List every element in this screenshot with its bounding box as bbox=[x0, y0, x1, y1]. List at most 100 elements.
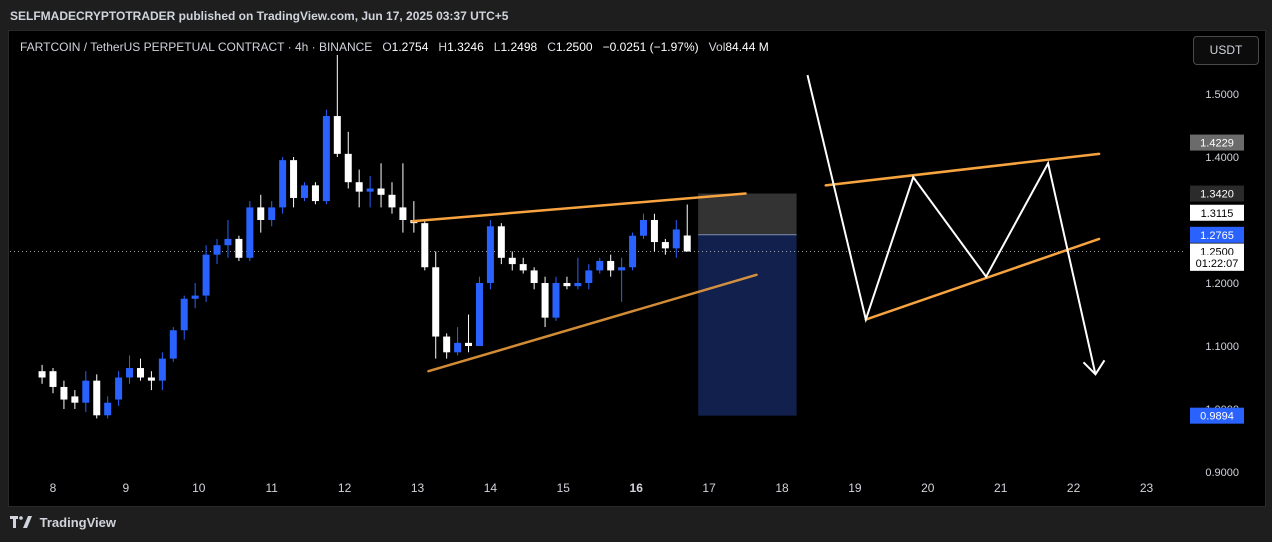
price-label: 1.2765 bbox=[1200, 230, 1234, 242]
candle-body bbox=[235, 238, 243, 258]
trendline-lower-wedge bbox=[427, 273, 758, 373]
x-tick-label: 10 bbox=[192, 481, 206, 495]
candle-body bbox=[650, 220, 658, 243]
symbol-legend: FARTCOIN / TetherUS PERPETUAL CONTRACT ·… bbox=[20, 40, 769, 54]
candle-body bbox=[191, 295, 199, 299]
projection-path bbox=[806, 74, 1097, 375]
x-tick-label: 11 bbox=[265, 481, 278, 495]
candle-body bbox=[104, 402, 112, 416]
candle-body bbox=[93, 380, 101, 416]
candle-body bbox=[519, 264, 527, 271]
publish-info: SELFMADECRYPTOTRADER published on Tradin… bbox=[10, 9, 509, 23]
price-label-box bbox=[1190, 204, 1244, 221]
candle-body bbox=[115, 377, 123, 400]
candle-body bbox=[661, 242, 669, 249]
price-label: 0.9894 bbox=[1200, 411, 1234, 423]
price-label: 1.3115 bbox=[1201, 208, 1234, 220]
candle-body bbox=[322, 116, 330, 202]
candle-body bbox=[683, 235, 691, 252]
y-tick-label: 1.2000 bbox=[1205, 278, 1239, 290]
candle-body bbox=[169, 330, 177, 359]
x-tick-label: 20 bbox=[921, 481, 935, 495]
close-label: C bbox=[547, 40, 556, 54]
x-tick-label: 15 bbox=[557, 481, 571, 495]
candle-body bbox=[344, 153, 352, 183]
candle-body bbox=[563, 283, 571, 287]
take-profit-zone bbox=[698, 234, 797, 416]
candle-body bbox=[366, 188, 374, 192]
candle-body bbox=[443, 336, 451, 353]
candle-body bbox=[541, 283, 549, 318]
open-label: O bbox=[382, 40, 392, 54]
candle-body bbox=[552, 283, 560, 318]
x-tick-label: 23 bbox=[1140, 481, 1154, 495]
projection-arrowhead bbox=[1082, 359, 1106, 376]
candle-body bbox=[202, 254, 210, 296]
price-label-box bbox=[1190, 254, 1244, 271]
candle-body bbox=[377, 188, 385, 195]
candle-body bbox=[596, 260, 604, 271]
candle-body bbox=[454, 342, 462, 353]
price-label-box bbox=[1190, 185, 1244, 202]
candle-body bbox=[49, 371, 57, 387]
low-label: L bbox=[493, 40, 501, 54]
candle-body bbox=[475, 283, 483, 346]
y-tick-label: 1.5000 bbox=[1205, 89, 1239, 101]
chart-frame[interactable] bbox=[8, 30, 1266, 507]
x-tick-label: 9 bbox=[123, 481, 130, 495]
x-tick-label: 16 bbox=[630, 481, 644, 495]
candle-body bbox=[607, 260, 615, 271]
tradingview-logo-icon bbox=[10, 516, 32, 531]
candle-body bbox=[672, 229, 680, 249]
candle-body bbox=[213, 245, 221, 255]
candle-body bbox=[147, 377, 155, 381]
price-label-box bbox=[1190, 407, 1244, 424]
y-tick-label: 0.9000 bbox=[1205, 467, 1239, 479]
volume-value: 84.44 M bbox=[725, 40, 769, 54]
price-label-box bbox=[1190, 226, 1244, 243]
candle-body bbox=[508, 257, 516, 265]
trendline-projected-lower bbox=[864, 237, 1101, 321]
candle-body bbox=[585, 270, 593, 283]
change-value: −0.0251 (−1.97%) bbox=[602, 40, 699, 54]
price-label: 1.3420 bbox=[1200, 189, 1234, 201]
candle-body bbox=[432, 267, 440, 337]
y-tick-label: 1.4000 bbox=[1205, 152, 1239, 164]
candle-body bbox=[311, 185, 319, 202]
candle-body bbox=[530, 270, 538, 283]
close-value: 1.2500 bbox=[555, 40, 593, 54]
candle-body bbox=[618, 267, 626, 271]
candle-body bbox=[486, 226, 494, 283]
symbol-info: FARTCOIN / TetherUS PERPETUAL CONTRACT ·… bbox=[20, 40, 373, 54]
candle-body bbox=[399, 207, 407, 220]
x-tick-label: 13 bbox=[411, 481, 425, 495]
candle-body bbox=[421, 223, 429, 268]
candle-body bbox=[639, 220, 647, 236]
volume-label: Vol bbox=[708, 40, 726, 54]
candle-body bbox=[290, 160, 298, 198]
x-tick-label: 22 bbox=[1067, 481, 1081, 495]
candle-body bbox=[224, 238, 232, 246]
candle-body bbox=[82, 380, 90, 403]
candle-body bbox=[629, 235, 637, 268]
x-tick-label: 17 bbox=[702, 481, 716, 495]
candle-body bbox=[301, 185, 309, 198]
candle-body bbox=[71, 396, 79, 403]
candle-body bbox=[268, 207, 276, 220]
x-tick-label: 18 bbox=[775, 481, 789, 495]
candle-body bbox=[333, 116, 341, 154]
candle-body bbox=[158, 358, 166, 381]
candle-body bbox=[257, 207, 265, 220]
stop-loss-zone bbox=[698, 193, 797, 235]
high-value: 1.3246 bbox=[447, 40, 484, 54]
candle-body bbox=[38, 371, 46, 378]
x-tick-label: 8 bbox=[50, 481, 57, 495]
brand-name: TradingView bbox=[39, 515, 116, 530]
candle-body bbox=[574, 283, 582, 287]
candle-body bbox=[355, 182, 363, 192]
x-tick-label: 19 bbox=[848, 481, 862, 495]
currency-button[interactable]: USDT bbox=[1193, 36, 1259, 65]
y-tick-label: 1.1000 bbox=[1205, 341, 1239, 353]
trendline-upper-wedge bbox=[411, 192, 747, 223]
